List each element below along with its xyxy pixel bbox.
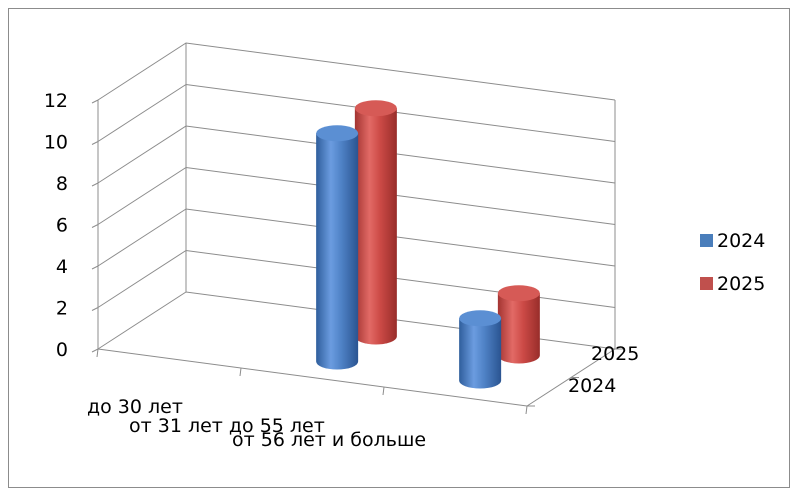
bar-2024-1 bbox=[316, 125, 359, 370]
x-axis-tick bbox=[382, 386, 385, 396]
bar-body bbox=[497, 293, 540, 364]
x-axis-tick bbox=[525, 405, 528, 415]
chart-frame bbox=[8, 8, 790, 488]
y-axis-tick bbox=[91, 141, 99, 145]
depth-tick-labels: 2024 2025 bbox=[568, 343, 639, 397]
y-tick-label: 2 bbox=[56, 298, 68, 320]
gridline bbox=[97, 42, 616, 101]
gridlines bbox=[97, 42, 616, 350]
bar-2024-2 bbox=[459, 310, 502, 389]
bar-body bbox=[459, 318, 502, 389]
x-tick-label: до 30 лет bbox=[87, 396, 183, 418]
gridline bbox=[97, 125, 616, 184]
legend: 2024 2025 bbox=[700, 230, 765, 295]
bar-body bbox=[354, 108, 397, 345]
y-tick-label: 6 bbox=[56, 215, 68, 237]
bars bbox=[316, 100, 540, 389]
legend-label: 2024 bbox=[717, 230, 765, 252]
bar-top bbox=[354, 100, 397, 117]
x-tick-label: от 56 лет и больше bbox=[232, 429, 426, 451]
bar-top bbox=[497, 285, 540, 302]
y-tick-label: 8 bbox=[56, 173, 68, 195]
gridline bbox=[97, 166, 616, 225]
y-tick-labels: 0 2 4 6 8 10 12 bbox=[44, 90, 68, 361]
y-tick-label: 4 bbox=[56, 256, 68, 278]
bar-2025-2 bbox=[497, 285, 540, 364]
y-axis-tick bbox=[91, 348, 99, 353]
x-axis-tick bbox=[239, 367, 242, 377]
gridline bbox=[97, 249, 616, 308]
legend-swatch bbox=[700, 277, 713, 290]
gridline bbox=[97, 83, 616, 142]
y-axis-tick bbox=[91, 224, 99, 228]
legend-label: 2025 bbox=[717, 273, 765, 295]
bar-2025-1 bbox=[354, 100, 397, 345]
bar-top bbox=[316, 125, 359, 142]
legend-swatch bbox=[700, 234, 713, 247]
depth-tick-label: 2025 bbox=[591, 343, 639, 365]
x-axis-tick bbox=[96, 348, 99, 358]
bar-top bbox=[459, 310, 502, 327]
x-tick-label: от 31 лет до 55 лет bbox=[129, 415, 325, 437]
y-tick-label: 12 bbox=[44, 90, 68, 112]
y-axis-tick bbox=[91, 182, 99, 187]
bar-body bbox=[316, 133, 359, 370]
depth-tick-label: 2024 bbox=[568, 375, 616, 397]
y-axis-tick bbox=[91, 307, 99, 311]
y-tick-label: 10 bbox=[44, 132, 68, 154]
axes bbox=[91, 99, 623, 415]
y-axis-tick bbox=[91, 265, 99, 270]
y-axis-tick bbox=[91, 99, 99, 104]
gridline bbox=[97, 208, 616, 267]
x-axis bbox=[97, 348, 528, 407]
y-tick-label: 0 bbox=[56, 339, 68, 361]
